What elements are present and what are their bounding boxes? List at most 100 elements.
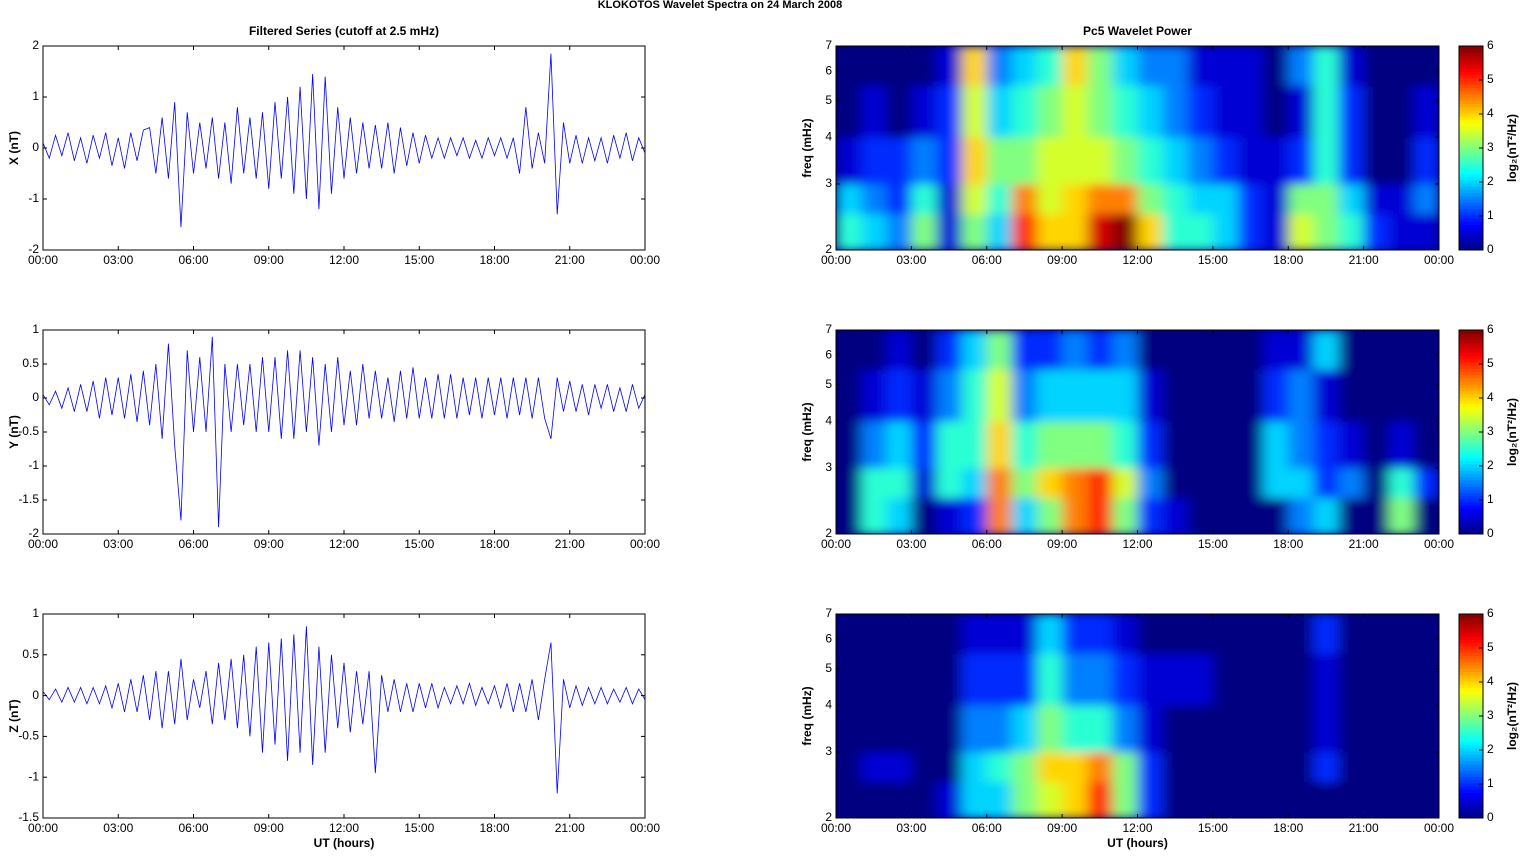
heatmap-cell xyxy=(861,183,887,215)
colorbar-step xyxy=(1459,148,1483,152)
heatmap-cell xyxy=(1212,421,1239,469)
heatmap-cell xyxy=(1363,781,1390,818)
colorbar-step xyxy=(1459,706,1483,711)
heatmap-cell xyxy=(911,497,937,534)
heatmap-cell xyxy=(1313,467,1339,499)
colorbar-step xyxy=(1459,412,1483,417)
heatmap-cell xyxy=(986,330,1013,370)
colorbar-step xyxy=(1459,211,1483,216)
heatmap-cell xyxy=(1338,330,1365,370)
heatmap-cell xyxy=(886,705,912,753)
y-tick-label: 6 xyxy=(825,347,832,361)
colorbar-step xyxy=(1459,773,1483,778)
colorbar-step xyxy=(1459,811,1483,816)
colorbar-step xyxy=(1459,103,1483,108)
heatmap-cell xyxy=(861,751,887,783)
x-tick-label: 00:00 xyxy=(630,253,660,267)
heatmap-cell xyxy=(1338,46,1365,86)
colorbar-step xyxy=(1459,144,1483,149)
heatmap-cell xyxy=(1363,467,1390,499)
heatmap-cell xyxy=(1212,705,1239,753)
heatmap-cell xyxy=(1162,85,1189,138)
colorbar-step xyxy=(1459,358,1483,363)
y-tick-label: -1 xyxy=(28,769,39,783)
heatmap-cell xyxy=(1363,85,1390,138)
x-tick-label: 06:00 xyxy=(972,821,1002,835)
heatmap-cell xyxy=(1313,85,1339,138)
heatmap-cell xyxy=(1062,46,1088,86)
heatmap-cell xyxy=(1137,497,1164,534)
x-tick-label: 00:00 xyxy=(821,821,851,835)
colorbar-step xyxy=(1459,483,1483,487)
colorbar-step xyxy=(1459,703,1483,707)
heatmap-cell xyxy=(1388,369,1415,422)
heatmap-cell xyxy=(1137,614,1164,654)
colorbar-step xyxy=(1459,725,1483,730)
heatmap-cell xyxy=(1413,421,1439,469)
heatmap-cell xyxy=(1137,467,1164,499)
colorbar-step xyxy=(1459,371,1483,376)
heatmap-cell xyxy=(1137,369,1164,422)
heatmap-cell xyxy=(1062,213,1088,250)
colorbar-step xyxy=(1459,661,1483,666)
colorbar-step xyxy=(1459,779,1483,784)
x-tick-label: 00:00 xyxy=(28,537,58,551)
colorbar-step xyxy=(1459,205,1483,210)
heatmap-cell xyxy=(986,369,1013,422)
colorbar-step xyxy=(1459,396,1483,401)
heatmap-cell xyxy=(1238,467,1264,499)
x-tick-label: 12:00 xyxy=(329,537,359,551)
colorbar-tick-label: 0 xyxy=(1487,810,1494,824)
colorbar-tick-label: 1 xyxy=(1487,208,1494,222)
heatmap-cell xyxy=(1288,330,1314,370)
colorbar-step xyxy=(1459,623,1483,628)
colorbar-step xyxy=(1459,68,1483,72)
heatmap-cell xyxy=(961,497,988,534)
y-tick-label: 4 xyxy=(825,129,832,143)
heatmap-cell xyxy=(1263,330,1289,370)
colorbar-step xyxy=(1459,49,1483,53)
x-tick-label: 18:00 xyxy=(1273,537,1303,551)
x-tick-label: 09:00 xyxy=(254,821,284,835)
colorbar-step xyxy=(1459,530,1483,535)
heatmap-cell xyxy=(886,781,912,818)
colorbar-step xyxy=(1459,690,1483,695)
heatmap-cell xyxy=(1212,85,1239,138)
colorbar-step xyxy=(1459,422,1483,427)
heatmap-cell xyxy=(1162,614,1189,654)
x-tick-label: 21:00 xyxy=(1349,821,1379,835)
heatmap-cell xyxy=(1212,751,1239,783)
colorbar-step xyxy=(1459,224,1483,229)
x-tick-label: 09:00 xyxy=(254,253,284,267)
heatmap-cell xyxy=(1388,705,1415,753)
heatmap-cell xyxy=(936,751,963,783)
heatmap-cell xyxy=(1313,137,1339,185)
y-tick-label: -0.5 xyxy=(18,729,39,743)
heatmap-cell xyxy=(1388,751,1415,783)
colorbar-step xyxy=(1459,668,1483,672)
colorbar-tick-label: 4 xyxy=(1487,674,1494,688)
heatmap-cell xyxy=(1313,781,1339,818)
heatmap-cell xyxy=(936,614,963,654)
heatmap-cell xyxy=(961,85,988,138)
heatmap-cell xyxy=(986,781,1013,818)
x-tick-label: 21:00 xyxy=(1349,537,1379,551)
colorbar-step xyxy=(1459,400,1483,404)
heatmap-cell xyxy=(1187,46,1214,86)
colorbar-step xyxy=(1459,218,1483,222)
heatmap-cell xyxy=(1037,183,1063,215)
heatmap-cell xyxy=(861,46,887,86)
heatmap-cell xyxy=(1413,653,1439,706)
colorbar-tick-label: 5 xyxy=(1487,72,1494,86)
colorbar-step xyxy=(1459,763,1483,768)
heatmap-cell xyxy=(1363,751,1390,783)
colorbar-tick-label: 3 xyxy=(1487,140,1494,154)
colorbar-step xyxy=(1459,141,1483,146)
heatmap-cell xyxy=(1137,705,1164,753)
colorbar-step xyxy=(1459,795,1483,800)
colorbar-step xyxy=(1459,649,1483,653)
heatmap-cell xyxy=(1087,467,1113,499)
heatmap-cells xyxy=(836,330,1439,534)
colorbar-step xyxy=(1459,406,1483,411)
heatmap-cell xyxy=(1137,421,1164,469)
